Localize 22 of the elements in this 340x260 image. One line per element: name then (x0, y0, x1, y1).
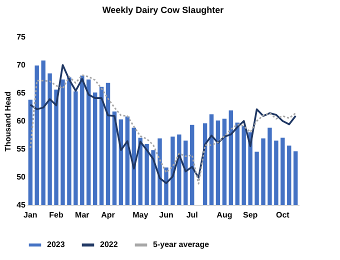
y-tick-label: 45 (16, 200, 26, 210)
y-tick-label: 65 (16, 88, 26, 98)
y-tick-label: 60 (16, 116, 26, 126)
x-tick-label: Sep (242, 210, 258, 220)
x-tick-label: Oct (276, 210, 290, 220)
legend-label: 5-year average (153, 240, 210, 249)
x-tick-label: Jul (186, 210, 198, 220)
x-tick-label: May (132, 210, 149, 220)
x-tick-label: Jan (24, 210, 38, 220)
x-tick-label: Feb (49, 210, 64, 220)
y-tick-label: 70 (16, 60, 26, 70)
y-tick-label: 75 (16, 32, 26, 42)
x-tick-label: Jun (159, 210, 174, 220)
chart-title: Weekly Dairy Cow Slaughter (102, 5, 224, 15)
x-tick-label: Apr (101, 210, 115, 220)
x-tick-label: Aug (216, 210, 232, 220)
legend-label: 2022 (100, 240, 118, 249)
legend-label: 2023 (47, 240, 66, 249)
y-tick-label: 55 (16, 144, 26, 154)
y-axis-title: Thousand Head (4, 91, 13, 152)
y-tick-label: 50 (16, 172, 26, 182)
x-tick-label: Mar (75, 210, 90, 220)
